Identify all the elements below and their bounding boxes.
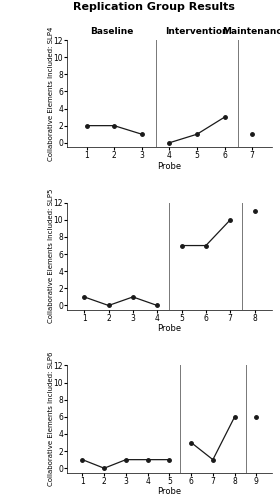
Text: Maintenance: Maintenance — [222, 26, 280, 36]
X-axis label: Probe: Probe — [157, 162, 181, 170]
Y-axis label: Collaborative Elements Included: SLP4: Collaborative Elements Included: SLP4 — [48, 26, 54, 160]
X-axis label: Probe: Probe — [157, 324, 181, 334]
X-axis label: Probe: Probe — [157, 487, 181, 496]
Text: Baseline: Baseline — [90, 26, 133, 36]
Text: Replication Group Results: Replication Group Results — [73, 2, 235, 12]
Text: Intervention: Intervention — [165, 26, 229, 36]
Y-axis label: Collaborative Elements Included: SLP5: Collaborative Elements Included: SLP5 — [48, 189, 54, 324]
Y-axis label: Collaborative Elements Included: SLP6: Collaborative Elements Included: SLP6 — [48, 352, 54, 486]
